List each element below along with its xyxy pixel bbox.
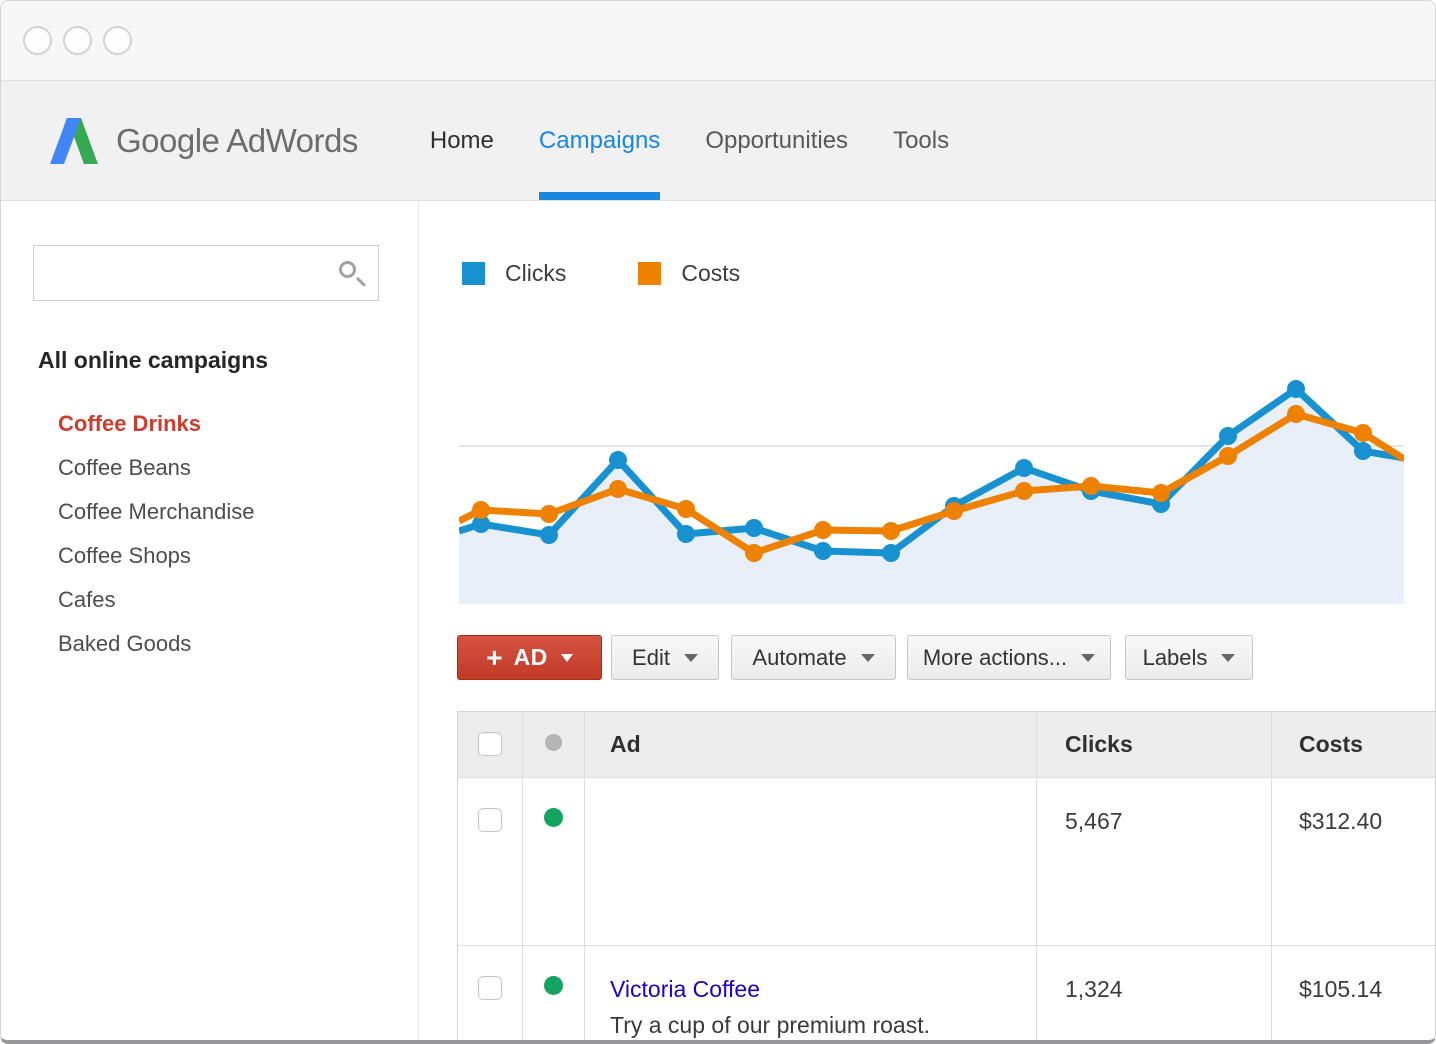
ad-title-link[interactable]: Victoria Coffee bbox=[610, 976, 761, 1002]
costs-value: $105.14 bbox=[1299, 976, 1383, 1002]
sidebar-item-coffee-beans[interactable]: Coffee Beans bbox=[58, 455, 191, 480]
more-actions-button[interactable]: More actions... bbox=[907, 635, 1111, 680]
sidebar-item-coffee-merchandise[interactable]: Coffee Merchandise bbox=[58, 499, 255, 524]
sidebar-item-coffee-shops[interactable]: Coffee Shops bbox=[58, 543, 191, 568]
automate-button[interactable]: Automate bbox=[731, 635, 896, 680]
costs-column-header[interactable]: Costs bbox=[1272, 712, 1435, 778]
row-checkbox[interactable] bbox=[478, 976, 502, 1000]
chevron-down-icon bbox=[683, 653, 698, 662]
legend-label-clicks: Clicks bbox=[505, 260, 567, 286]
ad-description: Try a cup of our premium roast. bbox=[610, 1012, 930, 1038]
sidebar: All online campaigns Coffee Drinks Coffe… bbox=[1, 201, 419, 1040]
nav-tools[interactable]: Tools bbox=[893, 126, 950, 154]
window-control-button[interactable] bbox=[63, 26, 92, 55]
main-nav: Home Campaigns Opportunities Tools bbox=[430, 81, 994, 200]
nav-campaigns[interactable]: Campaigns bbox=[538, 81, 661, 200]
chevron-down-icon bbox=[560, 653, 573, 662]
clicks-value: 5,467 bbox=[1065, 808, 1123, 834]
window-titlebar bbox=[1, 1, 1435, 81]
status-enabled-icon[interactable] bbox=[544, 808, 563, 827]
app-header: Google AdWords Home Campaigns Opportunit… bbox=[1, 81, 1435, 201]
select-all-checkbox[interactable] bbox=[478, 732, 502, 756]
ads-table: Ad Clicks Costs 5,467 bbox=[457, 711, 1435, 1040]
table-header-row: Ad Clicks Costs bbox=[458, 712, 1435, 778]
clicks-column-header[interactable]: Clicks bbox=[1037, 712, 1272, 778]
status-column-icon bbox=[545, 734, 562, 751]
costs-swatch-icon bbox=[638, 262, 662, 285]
sidebar-item-baked-goods[interactable]: Baked Goods bbox=[58, 631, 192, 656]
costs-value: $312.40 bbox=[1299, 808, 1383, 834]
clicks-swatch-icon bbox=[462, 262, 485, 285]
status-header-cell bbox=[523, 712, 585, 778]
ad-column-header[interactable]: Ad bbox=[585, 712, 1037, 778]
chevron-down-icon bbox=[860, 653, 875, 662]
legend-item-clicks: Clicks bbox=[462, 260, 566, 287]
select-all-cell bbox=[458, 712, 523, 778]
campaign-search-box bbox=[33, 245, 379, 301]
table-row: Victoria Coffee Try a cup of our premium… bbox=[458, 946, 1435, 1040]
legend-item-costs: Costs bbox=[638, 260, 740, 287]
add-ad-button[interactable]: + AD bbox=[457, 635, 602, 680]
table-row: 5,467 $312.40 bbox=[458, 778, 1435, 946]
window-control-button[interactable] bbox=[23, 26, 52, 55]
search-icon[interactable] bbox=[339, 261, 356, 278]
plus-icon: + bbox=[486, 641, 503, 673]
labels-button[interactable]: Labels bbox=[1125, 635, 1253, 680]
adwords-logo-icon bbox=[50, 117, 98, 164]
chevron-down-icon bbox=[1221, 653, 1236, 662]
window-control-button[interactable] bbox=[103, 26, 132, 55]
brand-logo-link[interactable]: Google AdWords bbox=[49, 81, 358, 200]
content-area: Clicks Costs + AD Edit Automate bbox=[419, 201, 1435, 1040]
campaign-list: Coffee Drinks Coffee Beans Coffee Mercha… bbox=[58, 402, 418, 666]
status-enabled-icon[interactable] bbox=[544, 976, 563, 995]
brand-name: Google AdWords bbox=[116, 121, 358, 159]
chart-legend: Clicks Costs bbox=[462, 260, 812, 287]
nav-opportunities[interactable]: Opportunities bbox=[705, 126, 849, 154]
main-area: All online campaigns Coffee Drinks Coffe… bbox=[1, 201, 1435, 1040]
nav-home[interactable]: Home bbox=[429, 126, 494, 154]
all-campaigns-heading: All online campaigns bbox=[38, 347, 269, 373]
legend-label-costs: Costs bbox=[681, 260, 741, 286]
clicks-costs-line-chart bbox=[459, 380, 1404, 604]
search-input[interactable] bbox=[34, 246, 378, 300]
row-checkbox[interactable] bbox=[478, 808, 502, 832]
sidebar-item-cafes[interactable]: Cafes bbox=[58, 587, 116, 612]
sidebar-item-coffee-drinks[interactable]: Coffee Drinks bbox=[58, 411, 202, 436]
chevron-down-icon bbox=[1081, 653, 1096, 662]
edit-button[interactable]: Edit bbox=[611, 635, 719, 680]
clicks-value: 1,324 bbox=[1065, 976, 1123, 1002]
